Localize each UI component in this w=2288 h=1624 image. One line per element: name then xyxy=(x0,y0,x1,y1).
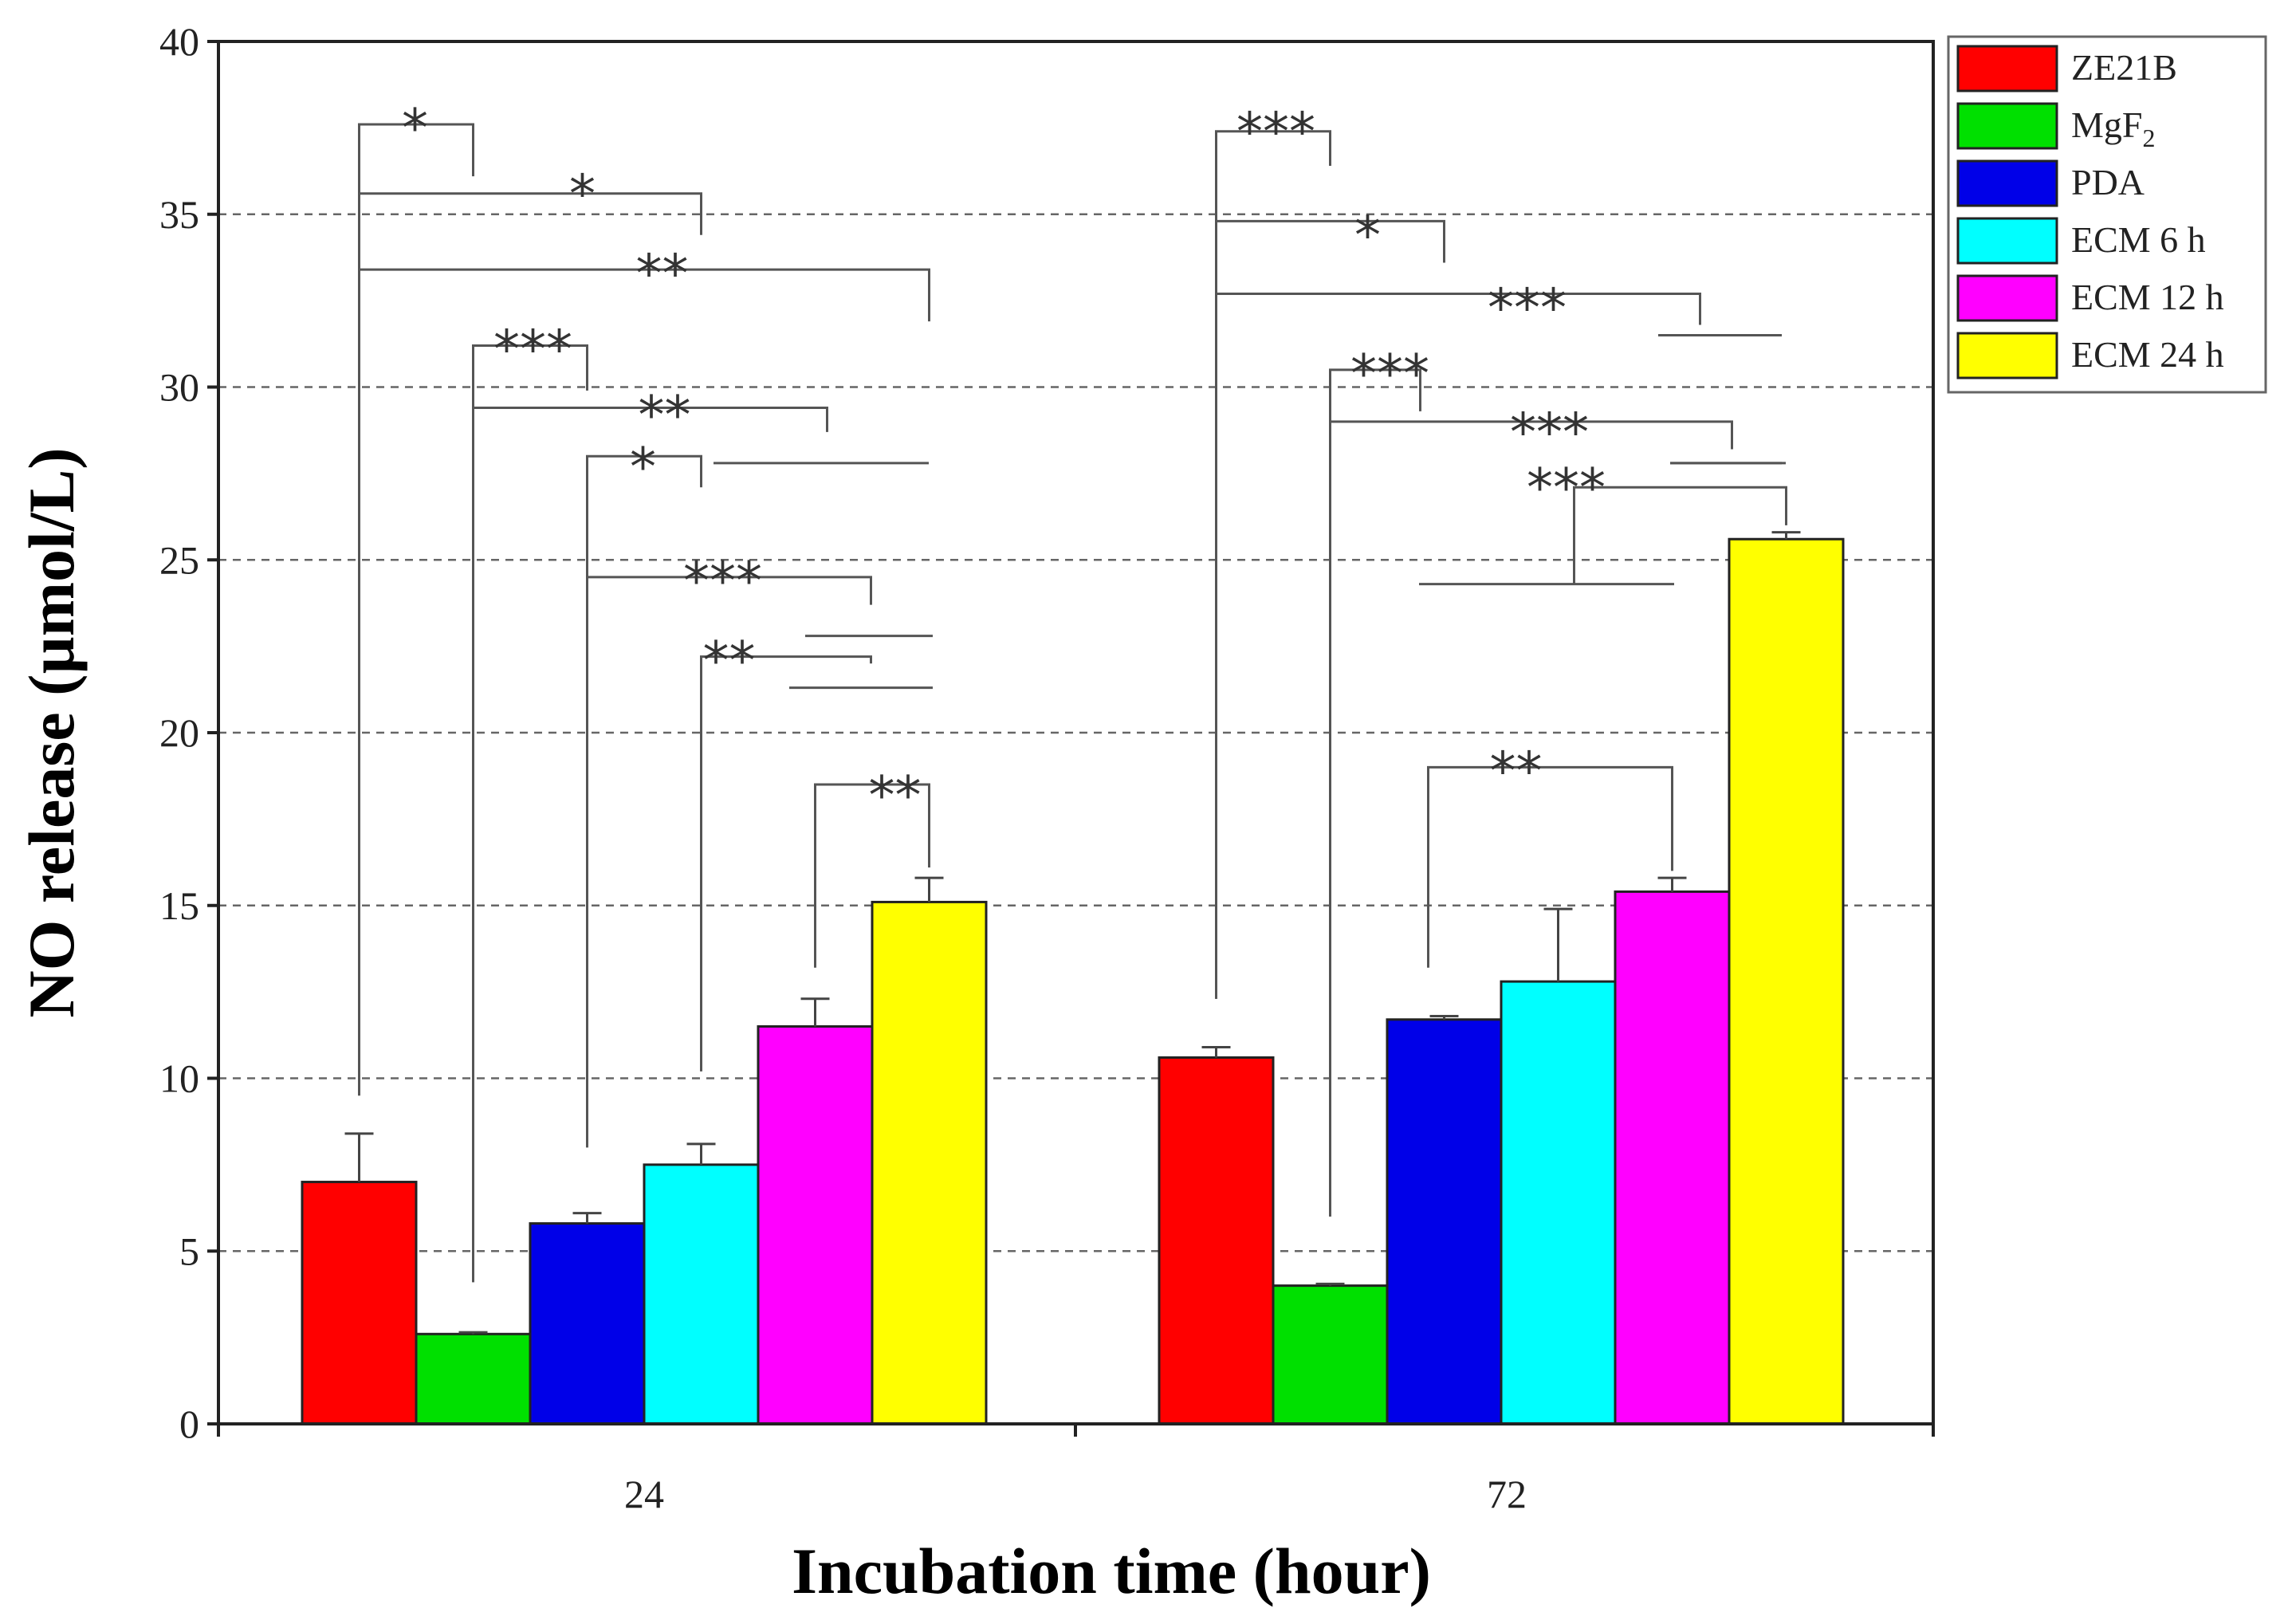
significance-bracket xyxy=(1215,292,1701,999)
legend-swatch xyxy=(1956,102,2058,150)
significance-label: ** xyxy=(869,765,922,826)
y-axis-ticks: 0 5 10 15 20 25 30 35 40 xyxy=(159,19,218,1446)
legend-label: ECM 6 h xyxy=(2071,219,2206,260)
legend-label: ZE21B xyxy=(2071,47,2177,88)
significance-label: *** xyxy=(683,551,762,612)
y-tick-label: 20 xyxy=(159,710,199,755)
significance-label: *** xyxy=(1527,458,1606,519)
significance-brackets: *********************************** xyxy=(358,98,1787,1283)
legend-label: MgF2 xyxy=(2071,104,2155,152)
y-tick-label: 5 xyxy=(179,1229,199,1273)
y-tick-label: 25 xyxy=(159,537,199,582)
significance-label: * xyxy=(402,98,428,159)
x-tick-label: 72 xyxy=(1487,1472,1527,1516)
significance-label: *** xyxy=(493,319,572,380)
significance-label: ** xyxy=(703,630,756,691)
significance-label: * xyxy=(630,437,656,498)
legend-swatch xyxy=(1956,45,2058,92)
legend: ZE21B MgF2 PDA ECM 6 h ECM 12 h ECM 24 h xyxy=(1947,35,2267,394)
significance-bracket xyxy=(700,655,872,1072)
y-tick-label: 0 xyxy=(179,1402,199,1446)
x-axis-ticks: 24 72 xyxy=(217,1424,1935,1516)
significance-label: * xyxy=(1354,205,1381,266)
bar-pda-72 xyxy=(1386,1018,1503,1425)
y-axis-label: NO release (µmol/L) xyxy=(15,447,88,1017)
significance-bracket xyxy=(586,576,872,1148)
x-tick-label: 24 xyxy=(624,1472,664,1516)
legend-swatch xyxy=(1956,274,2058,322)
significance-bracket xyxy=(814,783,930,968)
bar-mgf2-24 xyxy=(415,1332,532,1425)
legend-label: ECM 24 h xyxy=(2071,334,2224,375)
bar-ze21b-24 xyxy=(301,1181,418,1425)
significance-label: *** xyxy=(1350,343,1429,404)
significance-label: * xyxy=(569,163,596,225)
significance-bracket xyxy=(472,407,828,1283)
y-tick-label: 10 xyxy=(159,1056,199,1101)
x-axis-label: Incubation time (hour) xyxy=(792,1535,1431,1607)
significance-bracket xyxy=(358,268,930,1096)
bar-pda-24 xyxy=(529,1222,646,1425)
legend-label: ECM 12 h xyxy=(2071,277,2224,317)
bar-ecm-6-h-72 xyxy=(1500,980,1617,1425)
y-tick-label: 40 xyxy=(159,19,199,64)
bars xyxy=(301,537,1845,1425)
significance-label: ** xyxy=(1490,741,1543,802)
bar-ecm-24-h-72 xyxy=(1728,537,1845,1425)
y-tick-label: 35 xyxy=(159,192,199,237)
legend-swatch xyxy=(1956,159,2058,207)
bar-ecm-24-h-24 xyxy=(871,900,988,1425)
significance-bracket xyxy=(472,344,588,1283)
legend-swatch xyxy=(1956,332,2058,379)
significance-bracket xyxy=(1573,486,1787,584)
significance-bracket xyxy=(1427,765,1673,968)
legend-swatch xyxy=(1956,217,2058,265)
bar-ecm-6-h-24 xyxy=(643,1163,760,1425)
bar-ecm-12-h-24 xyxy=(757,1024,874,1425)
significance-label: *** xyxy=(1236,101,1315,163)
y-tick-label: 15 xyxy=(159,883,199,928)
bar-ze21b-72 xyxy=(1158,1056,1275,1425)
significance-label: *** xyxy=(1488,277,1567,339)
significance-label: ** xyxy=(636,243,689,305)
legend-label: PDA xyxy=(2071,162,2145,203)
bar-ecm-12-h-72 xyxy=(1614,890,1731,1425)
significance-label: ** xyxy=(639,385,691,446)
significance-bracket xyxy=(1329,420,1733,1217)
bar-mgf2-72 xyxy=(1272,1284,1389,1425)
significance-label: *** xyxy=(1510,402,1589,463)
significance-bracket xyxy=(1215,130,1331,999)
error-bars xyxy=(344,531,1801,1335)
y-tick-label: 30 xyxy=(159,365,199,410)
